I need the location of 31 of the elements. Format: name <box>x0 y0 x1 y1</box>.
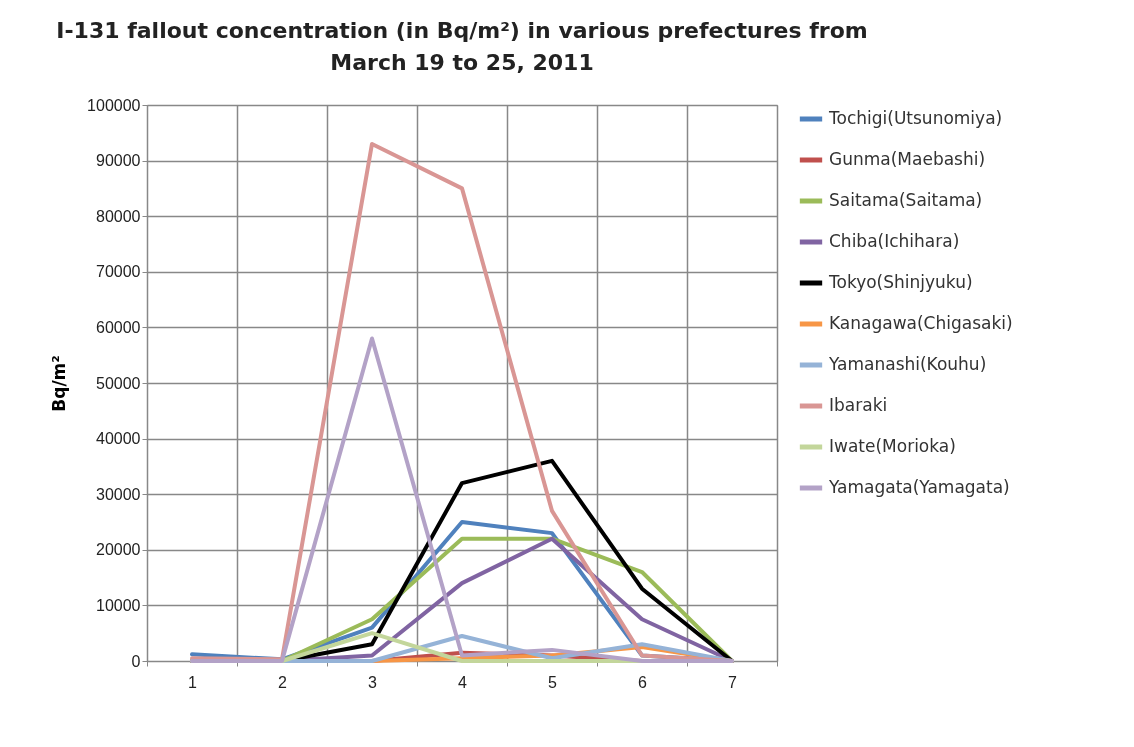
y-tick-label: 60000 <box>96 318 141 336</box>
legend-label: Tokyo(Shinjyuku) <box>828 272 973 292</box>
y-tick-label: 80000 <box>96 207 141 225</box>
legend-label: Iwate(Morioka) <box>829 436 956 456</box>
legend-label: Yamagata(Yamagata) <box>828 477 1010 497</box>
y-tick-label: 10000 <box>96 596 141 614</box>
y-tick-label: 100000 <box>87 96 141 114</box>
y-tick-label: 90000 <box>96 152 141 170</box>
legend-label: Gunma(Maebashi) <box>829 149 986 169</box>
x-tick-label: 5 <box>548 673 558 691</box>
line-series <box>190 336 734 663</box>
y-tick-label: 30000 <box>96 485 141 503</box>
y-tick-label: 50000 <box>96 374 141 392</box>
chart-title: I-131 fallout concentration (in Bq/m²) in various prefectures from March 19 to 25, 2011 <box>56 18 868 75</box>
legend-label: Ibaraki <box>829 395 888 415</box>
y-tick-label: 70000 <box>96 263 141 281</box>
legend-label: Chiba(Ichihara) <box>829 231 960 251</box>
x-tick-label: 6 <box>638 673 648 691</box>
y-tick-label: 20000 <box>96 541 141 559</box>
x-tick-label: 2 <box>278 673 288 691</box>
legend-label: Kanagawa(Chigasaki) <box>829 313 1013 333</box>
y-tick-label: 0 <box>131 652 141 670</box>
legend-label: Yamanashi(Kouhu) <box>828 354 987 374</box>
y-axis-title: Bq/m² <box>49 355 70 412</box>
y-tick-label: 40000 <box>96 430 141 448</box>
x-tick-label: 3 <box>368 673 378 691</box>
legend-label: Saitama(Saitama) <box>829 190 983 210</box>
x-tick-label: 1 <box>188 673 198 691</box>
x-tick-label: 4 <box>458 673 468 691</box>
legend-label: Tochigi(Utsunomiya) <box>828 108 1003 128</box>
x-tick-label: 7 <box>728 673 738 691</box>
